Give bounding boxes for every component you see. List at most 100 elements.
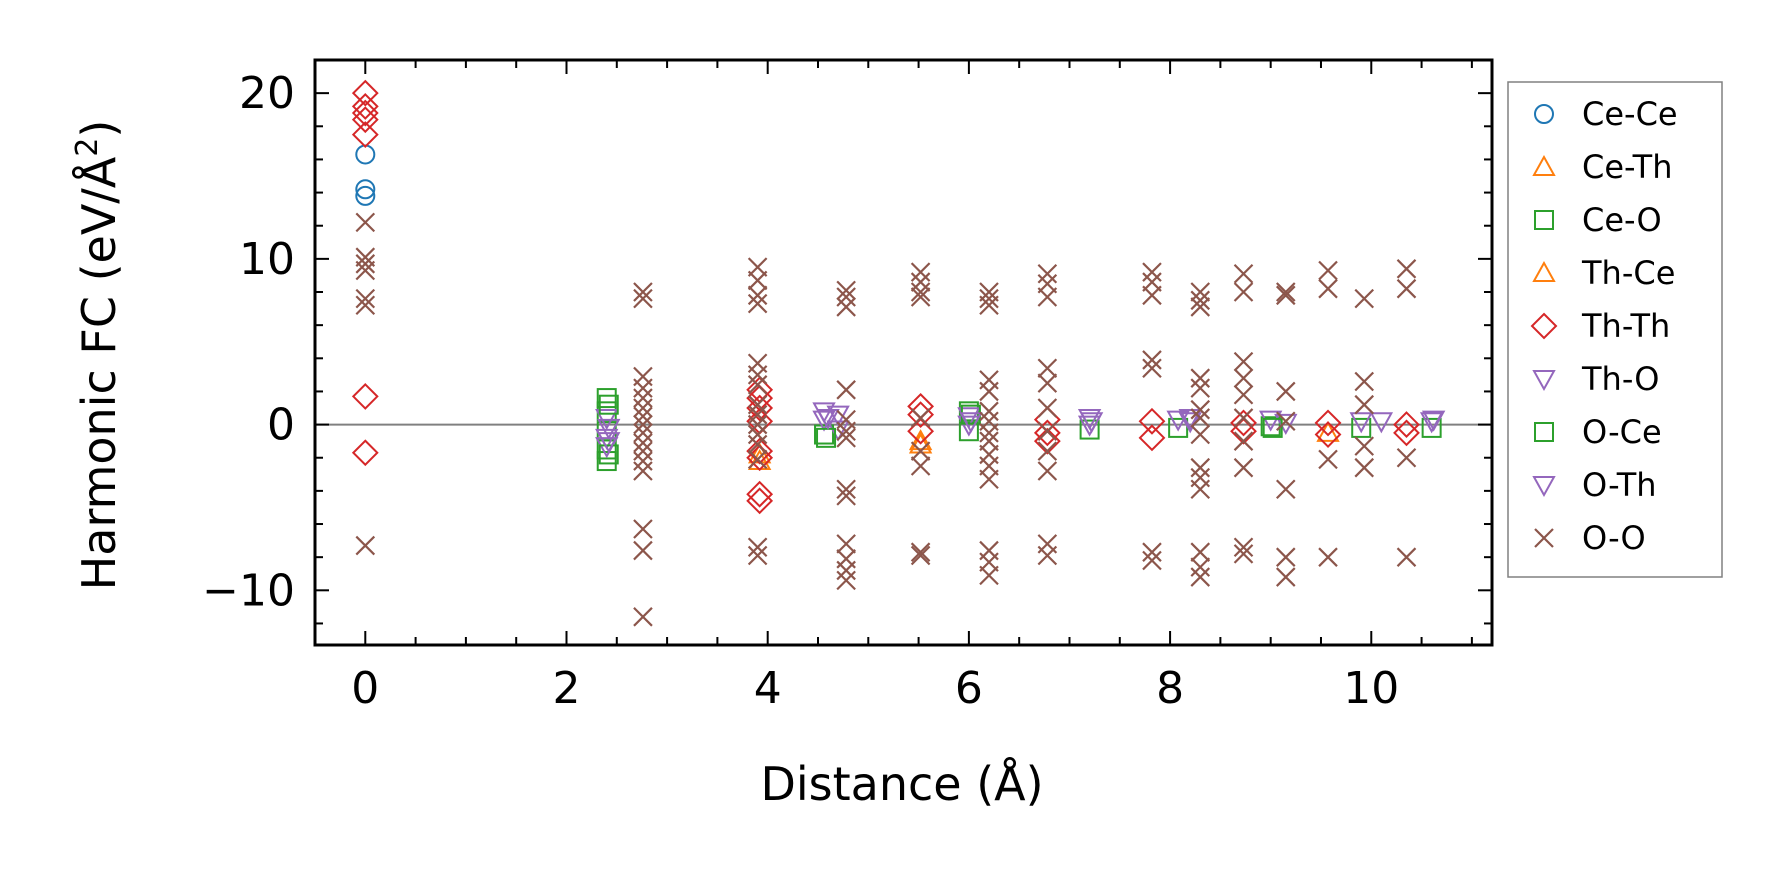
data-point [1421, 410, 1446, 432]
y-axis-title-superscript: 2 [70, 138, 105, 157]
legend-marker-o-th [1532, 476, 1556, 498]
data-point [907, 392, 935, 420]
data-point [633, 519, 653, 539]
data-point [355, 295, 376, 316]
data-point [633, 282, 653, 302]
data-point [1190, 408, 1211, 428]
data-point [1318, 547, 1338, 567]
data-point [1233, 537, 1254, 558]
data-point [1138, 407, 1166, 435]
data-point [1275, 381, 1296, 402]
legend-label: Th-O [1581, 360, 1659, 398]
data-point [836, 560, 856, 581]
data-point [355, 535, 376, 556]
series-ce-o [596, 388, 1442, 472]
data-point [633, 288, 653, 309]
data-point [1190, 542, 1211, 562]
data-point [596, 451, 617, 472]
data-point [747, 394, 768, 415]
data-point [633, 378, 653, 398]
data-point [1396, 547, 1417, 567]
legend-marker-th-th [1530, 312, 1558, 340]
data-point [1138, 424, 1166, 452]
axis-labels: Distance (Å) Harmonic FC (eV/Å2) [70, 120, 1044, 811]
data-point [1033, 419, 1061, 447]
data-point [910, 272, 931, 292]
series-o-th [597, 408, 1446, 454]
y-tick-label: −10 [202, 565, 295, 616]
data-point [836, 428, 856, 448]
data-point [597, 418, 621, 440]
legend-label: Th-Ce [1581, 254, 1675, 292]
data-point [1354, 371, 1375, 392]
data-point [1037, 358, 1058, 379]
data-point [836, 280, 856, 301]
legend-label: Ce-Ce [1582, 95, 1678, 133]
data-point [1396, 278, 1417, 299]
data-point [1190, 368, 1211, 388]
data-point [907, 401, 935, 429]
data-point [746, 487, 774, 515]
data-point [747, 434, 768, 455]
data-point [1190, 297, 1211, 317]
legend-label: Ce-O [1582, 201, 1662, 239]
data-point [351, 383, 379, 410]
data-point [351, 79, 379, 107]
data-point [814, 424, 835, 445]
data-point [836, 479, 856, 499]
data-point [979, 295, 999, 316]
legend-marker-th-o [1532, 370, 1556, 392]
data-point [633, 540, 653, 561]
data-point [747, 404, 768, 425]
data-point [1275, 282, 1296, 302]
data-point [351, 92, 379, 120]
data-point [747, 424, 768, 445]
data-point [816, 408, 840, 431]
data-point [746, 480, 774, 508]
data-point [1142, 350, 1162, 370]
data-point [747, 293, 768, 314]
data-point [351, 106, 379, 134]
data-point [910, 408, 931, 428]
data-point [1233, 264, 1254, 284]
data-point [1354, 288, 1375, 309]
data-point [1275, 411, 1296, 432]
data-point [1037, 545, 1058, 566]
data-point [836, 534, 856, 554]
x-axis-title: Distance (Å) [760, 757, 1043, 811]
data-point [351, 99, 379, 127]
data-point [633, 607, 653, 627]
data-point [1262, 417, 1283, 438]
legend-label: Th-Th [1581, 307, 1670, 345]
legend-marker-ce-o [1534, 210, 1554, 230]
data-point [1142, 285, 1162, 306]
data-point [1233, 544, 1254, 564]
data-point [1233, 431, 1254, 451]
data-point [1037, 287, 1058, 307]
data-point [1190, 567, 1211, 587]
data-point [598, 444, 619, 465]
legend-label: O-Th [1582, 466, 1657, 504]
data-point [979, 565, 999, 586]
data-point [1037, 461, 1058, 481]
x-tick-label: 2 [552, 663, 580, 714]
data-point [746, 437, 774, 465]
axes-frame [313, 58, 1494, 647]
data-point [747, 365, 768, 385]
series-ce-ce [355, 144, 376, 206]
data-point [633, 406, 653, 427]
data-point [910, 441, 931, 461]
data-point [355, 212, 376, 233]
data-point [1190, 457, 1211, 478]
data-point [1230, 409, 1257, 437]
data-point [1178, 408, 1202, 431]
series-o-o [355, 212, 1417, 627]
plot-area [315, 79, 1492, 627]
data-point [747, 375, 768, 395]
data-point [746, 394, 774, 422]
x-tick-label: 6 [955, 663, 983, 714]
data-point [979, 469, 999, 490]
data-point [355, 185, 376, 206]
data-point [910, 542, 931, 562]
